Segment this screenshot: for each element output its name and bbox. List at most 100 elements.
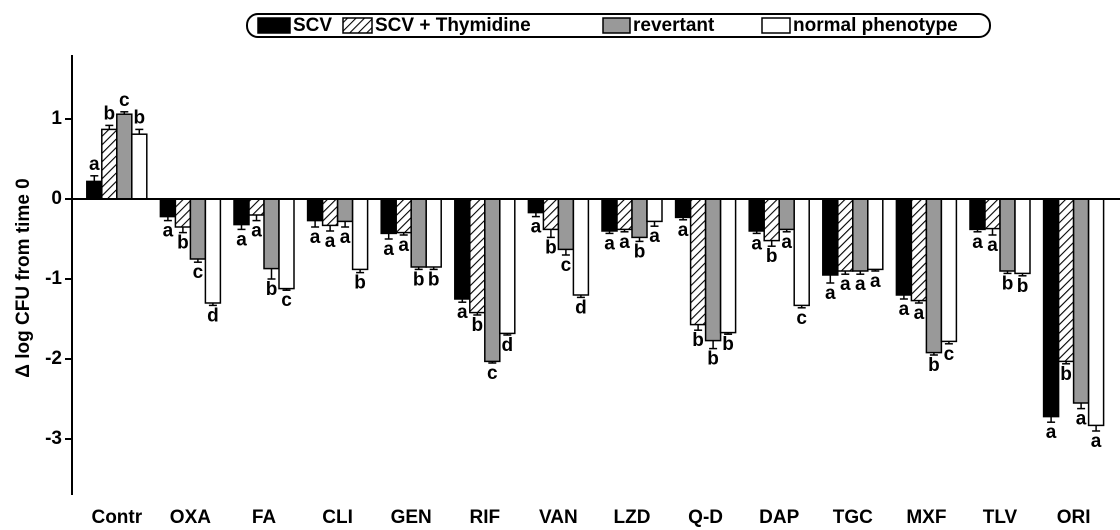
bar (719, 198, 737, 334)
y-axis-label: Δ log CFU from time 0 (13, 178, 34, 377)
bar-letter: b (928, 355, 940, 376)
bar (1087, 198, 1105, 427)
bar-letter: b (1060, 364, 1072, 385)
bar (822, 198, 839, 276)
bar (499, 198, 516, 335)
bar-letter: d (501, 335, 513, 356)
x-tick-label: FA (252, 507, 277, 528)
bar (704, 198, 722, 342)
bar-letter: d (207, 305, 219, 326)
bar-letter: a (310, 227, 321, 248)
bar-letter: a (870, 271, 881, 292)
bar-letter: a (678, 220, 689, 241)
bar (940, 198, 958, 343)
bar-letter: a (383, 239, 394, 260)
bar-letter: c (796, 308, 807, 329)
bar-letter: b (766, 246, 778, 267)
bar-letter: a (398, 235, 409, 256)
bar (410, 198, 427, 268)
legend-label: revertant (633, 15, 715, 36)
legend-swatch (602, 17, 631, 34)
bar (616, 198, 633, 231)
x-tick-label: TGC (833, 507, 873, 528)
x-tick-label: LZD (614, 507, 651, 528)
bar-letter: b (1017, 276, 1029, 297)
bar-letter: b (413, 269, 425, 290)
bar (793, 198, 810, 307)
bar (527, 198, 545, 214)
bar (689, 198, 707, 326)
bar (454, 198, 471, 300)
bar (895, 198, 913, 296)
bar (306, 198, 324, 222)
bar-letter: a (751, 233, 762, 254)
bar-letter: a (619, 232, 630, 253)
bar (748, 198, 765, 232)
x-tick-label: OXA (170, 507, 211, 528)
bar (910, 198, 928, 302)
bar (469, 198, 486, 314)
bar (395, 198, 412, 234)
bar-letter: a (236, 229, 247, 250)
bar (557, 198, 575, 251)
bar (999, 198, 1016, 272)
bar-letter: a (825, 283, 836, 304)
bar-letter: b (354, 273, 366, 294)
bar (1014, 198, 1031, 275)
bar (86, 180, 103, 200)
y-tick-label: -3 (45, 428, 62, 449)
bar-letter: a (163, 221, 174, 242)
legend-label: SCV + Thymidine (375, 15, 531, 36)
x-tick-label: ORI (1057, 507, 1091, 528)
bar-letter: c (281, 290, 292, 311)
bar-letter: b (103, 103, 115, 124)
y-tick-label: 1 (51, 108, 62, 129)
bar (1042, 198, 1060, 418)
bar-letter: a (972, 232, 983, 253)
bar (646, 198, 663, 223)
bar-letter: c (561, 255, 572, 276)
x-tick-label: MXF (906, 507, 946, 528)
bar-letter: a (914, 303, 925, 324)
bar (189, 198, 207, 260)
bar-letter: a (340, 227, 351, 248)
x-tick-label: VAN (539, 507, 578, 528)
bar-letter: a (1076, 409, 1087, 430)
bar-letter: a (840, 274, 851, 295)
bar-letter: a (649, 226, 660, 247)
x-tick-label: DAP (759, 507, 799, 528)
x-tick-label: CLI (322, 507, 353, 528)
bar-letter: a (89, 154, 100, 175)
bar-letter: a (251, 221, 262, 242)
bar (351, 198, 369, 271)
bar-letter: a (1046, 422, 1057, 443)
bar-letter: a (987, 235, 998, 256)
bar-letter: a (531, 217, 542, 238)
bar (867, 198, 884, 271)
x-tick-label: GEN (391, 507, 432, 528)
bar-letter: b (707, 349, 719, 370)
bar (984, 198, 1001, 230)
bar (572, 198, 590, 296)
bar-letter: a (855, 274, 866, 295)
bar (101, 128, 118, 200)
bar-letter: a (1091, 431, 1102, 452)
bar (204, 198, 222, 304)
y-tick-label: -1 (45, 268, 62, 289)
bar (380, 198, 397, 235)
bar-letter: b (177, 233, 189, 254)
bar (852, 198, 869, 272)
bar (263, 198, 280, 270)
bar-letter: b (133, 107, 145, 128)
bar-letter: b (545, 237, 557, 258)
x-tick-label: RIF (469, 507, 500, 528)
bar-letter: c (487, 363, 498, 384)
bar (248, 198, 265, 216)
bar-letter: c (193, 262, 204, 283)
bar-letter: c (944, 344, 955, 365)
bar-letter: b (471, 315, 483, 336)
y-tick-label: -2 (45, 348, 62, 369)
bar (837, 198, 854, 272)
bar (631, 198, 648, 239)
bar (425, 198, 442, 268)
